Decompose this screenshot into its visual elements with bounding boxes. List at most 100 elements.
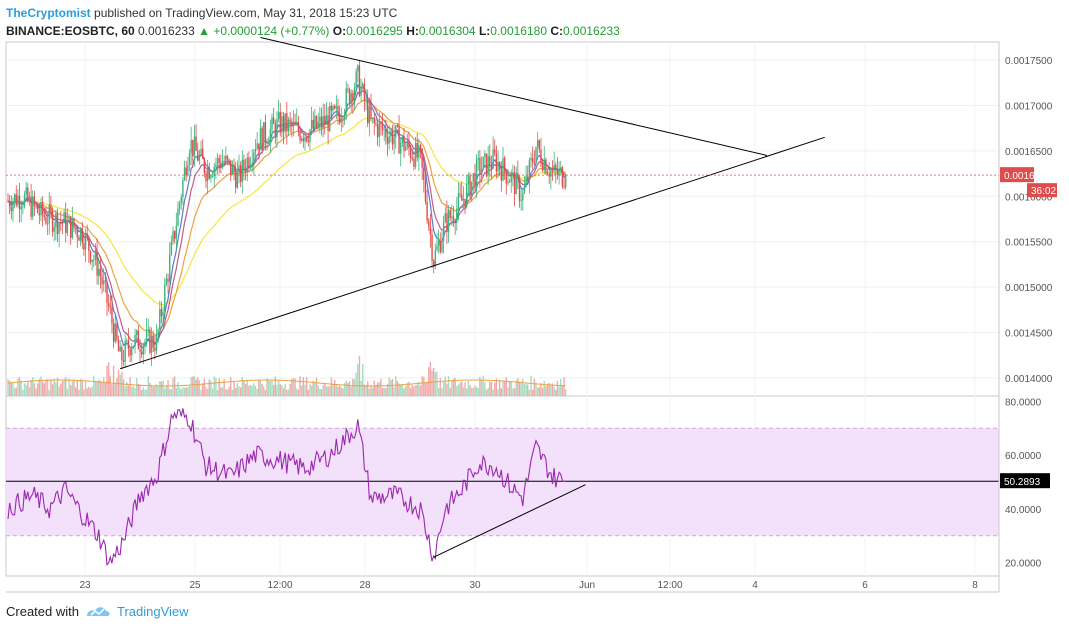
candle-body xyxy=(274,124,276,138)
volume-bar xyxy=(149,382,151,396)
candle-body xyxy=(335,106,338,109)
price-pane xyxy=(5,41,1000,397)
candle-body xyxy=(137,330,140,350)
volume-bar xyxy=(395,376,397,396)
volume-bar xyxy=(360,380,362,396)
volume-bar xyxy=(485,389,488,396)
resistance-trendline xyxy=(260,36,768,156)
volume-bar xyxy=(480,380,483,396)
candle-body xyxy=(136,330,138,335)
candle-body xyxy=(385,129,387,138)
volume-bar xyxy=(390,380,392,396)
volume-bar xyxy=(18,376,21,396)
candle-body xyxy=(386,137,389,144)
candle-body xyxy=(159,308,161,330)
volume-bar xyxy=(411,384,413,396)
candle-body xyxy=(352,93,354,101)
candle-body xyxy=(487,156,489,176)
candle-body xyxy=(299,131,301,141)
candle-body xyxy=(355,71,357,89)
time-tick-label: 8 xyxy=(972,580,978,591)
candle-body xyxy=(213,166,215,176)
volume-bar xyxy=(454,377,456,396)
candle-body xyxy=(312,119,314,129)
volume-bar xyxy=(94,380,97,396)
volume-bar xyxy=(56,377,59,396)
volume-bar xyxy=(12,382,14,396)
volume-bar xyxy=(510,381,512,396)
candle-body xyxy=(215,164,217,167)
volume-bar xyxy=(466,388,468,396)
volume-bar xyxy=(467,380,470,396)
volume-bar xyxy=(281,385,283,396)
rsi-support-trendline xyxy=(433,484,586,558)
volume-bar xyxy=(231,389,234,396)
volume-bar xyxy=(533,378,536,396)
candle-body xyxy=(518,178,521,201)
candle-body xyxy=(444,213,446,223)
volume-bar xyxy=(479,377,481,396)
volume-bar xyxy=(241,376,243,396)
volume-bar xyxy=(83,389,85,396)
candle-body xyxy=(395,125,397,138)
candle-body xyxy=(109,306,111,308)
volume-bar xyxy=(187,387,189,396)
candle-body xyxy=(525,176,527,186)
candle-body xyxy=(58,222,60,234)
candle-body xyxy=(489,156,491,167)
volume-bar xyxy=(350,386,352,396)
volume-bar xyxy=(243,380,245,396)
candle-body xyxy=(373,117,375,124)
volume-bar xyxy=(545,386,547,396)
volume-bar xyxy=(182,387,184,396)
volume-bar xyxy=(45,379,47,396)
candle-body xyxy=(84,233,87,250)
candle-body xyxy=(28,196,31,202)
candle-body xyxy=(83,243,85,250)
volume-bar xyxy=(203,378,206,396)
volume-ma-line xyxy=(7,379,566,387)
volume-bar xyxy=(414,385,417,396)
candle-body xyxy=(522,192,524,201)
volume-bar xyxy=(98,379,100,396)
candle-body xyxy=(94,250,97,260)
volume-bar xyxy=(291,378,293,396)
candle-body xyxy=(73,218,75,229)
volume-bar xyxy=(556,381,559,396)
price-tick-label: 0.0015000 xyxy=(1005,283,1053,294)
candle-body xyxy=(78,237,80,241)
candle-body xyxy=(484,153,486,157)
candle-body xyxy=(197,150,199,161)
volume-bar xyxy=(127,385,130,396)
candle-body xyxy=(452,216,455,223)
volume-bar xyxy=(393,387,395,396)
volume-bar xyxy=(319,389,321,396)
candle-body xyxy=(233,164,235,173)
candle-body xyxy=(548,173,550,177)
volume-bar xyxy=(304,384,306,396)
volume-bar xyxy=(195,379,197,396)
author-link[interactable]: TheCryptomist xyxy=(6,6,91,20)
volume-bars xyxy=(7,356,567,396)
candle-body xyxy=(426,201,428,221)
candle-body xyxy=(172,231,174,242)
volume-bar xyxy=(429,361,432,396)
candle-body xyxy=(368,106,371,124)
candle-body xyxy=(530,157,532,161)
candle-body xyxy=(106,281,108,303)
candle-body xyxy=(20,206,22,210)
volume-bar xyxy=(551,383,554,396)
volume-bar xyxy=(129,377,131,396)
volume-bar xyxy=(88,386,90,396)
volume-bar xyxy=(71,381,74,396)
volume-bar xyxy=(101,381,103,396)
candle-body xyxy=(411,158,413,160)
rsi-tick-label: 60.0000 xyxy=(1005,451,1042,462)
volume-bar xyxy=(35,388,37,396)
candle-body xyxy=(27,187,29,202)
candle-body xyxy=(144,341,146,346)
volume-bar xyxy=(162,380,164,396)
tradingview-link[interactable]: TradingView xyxy=(116,603,189,619)
candle-body xyxy=(447,210,450,233)
